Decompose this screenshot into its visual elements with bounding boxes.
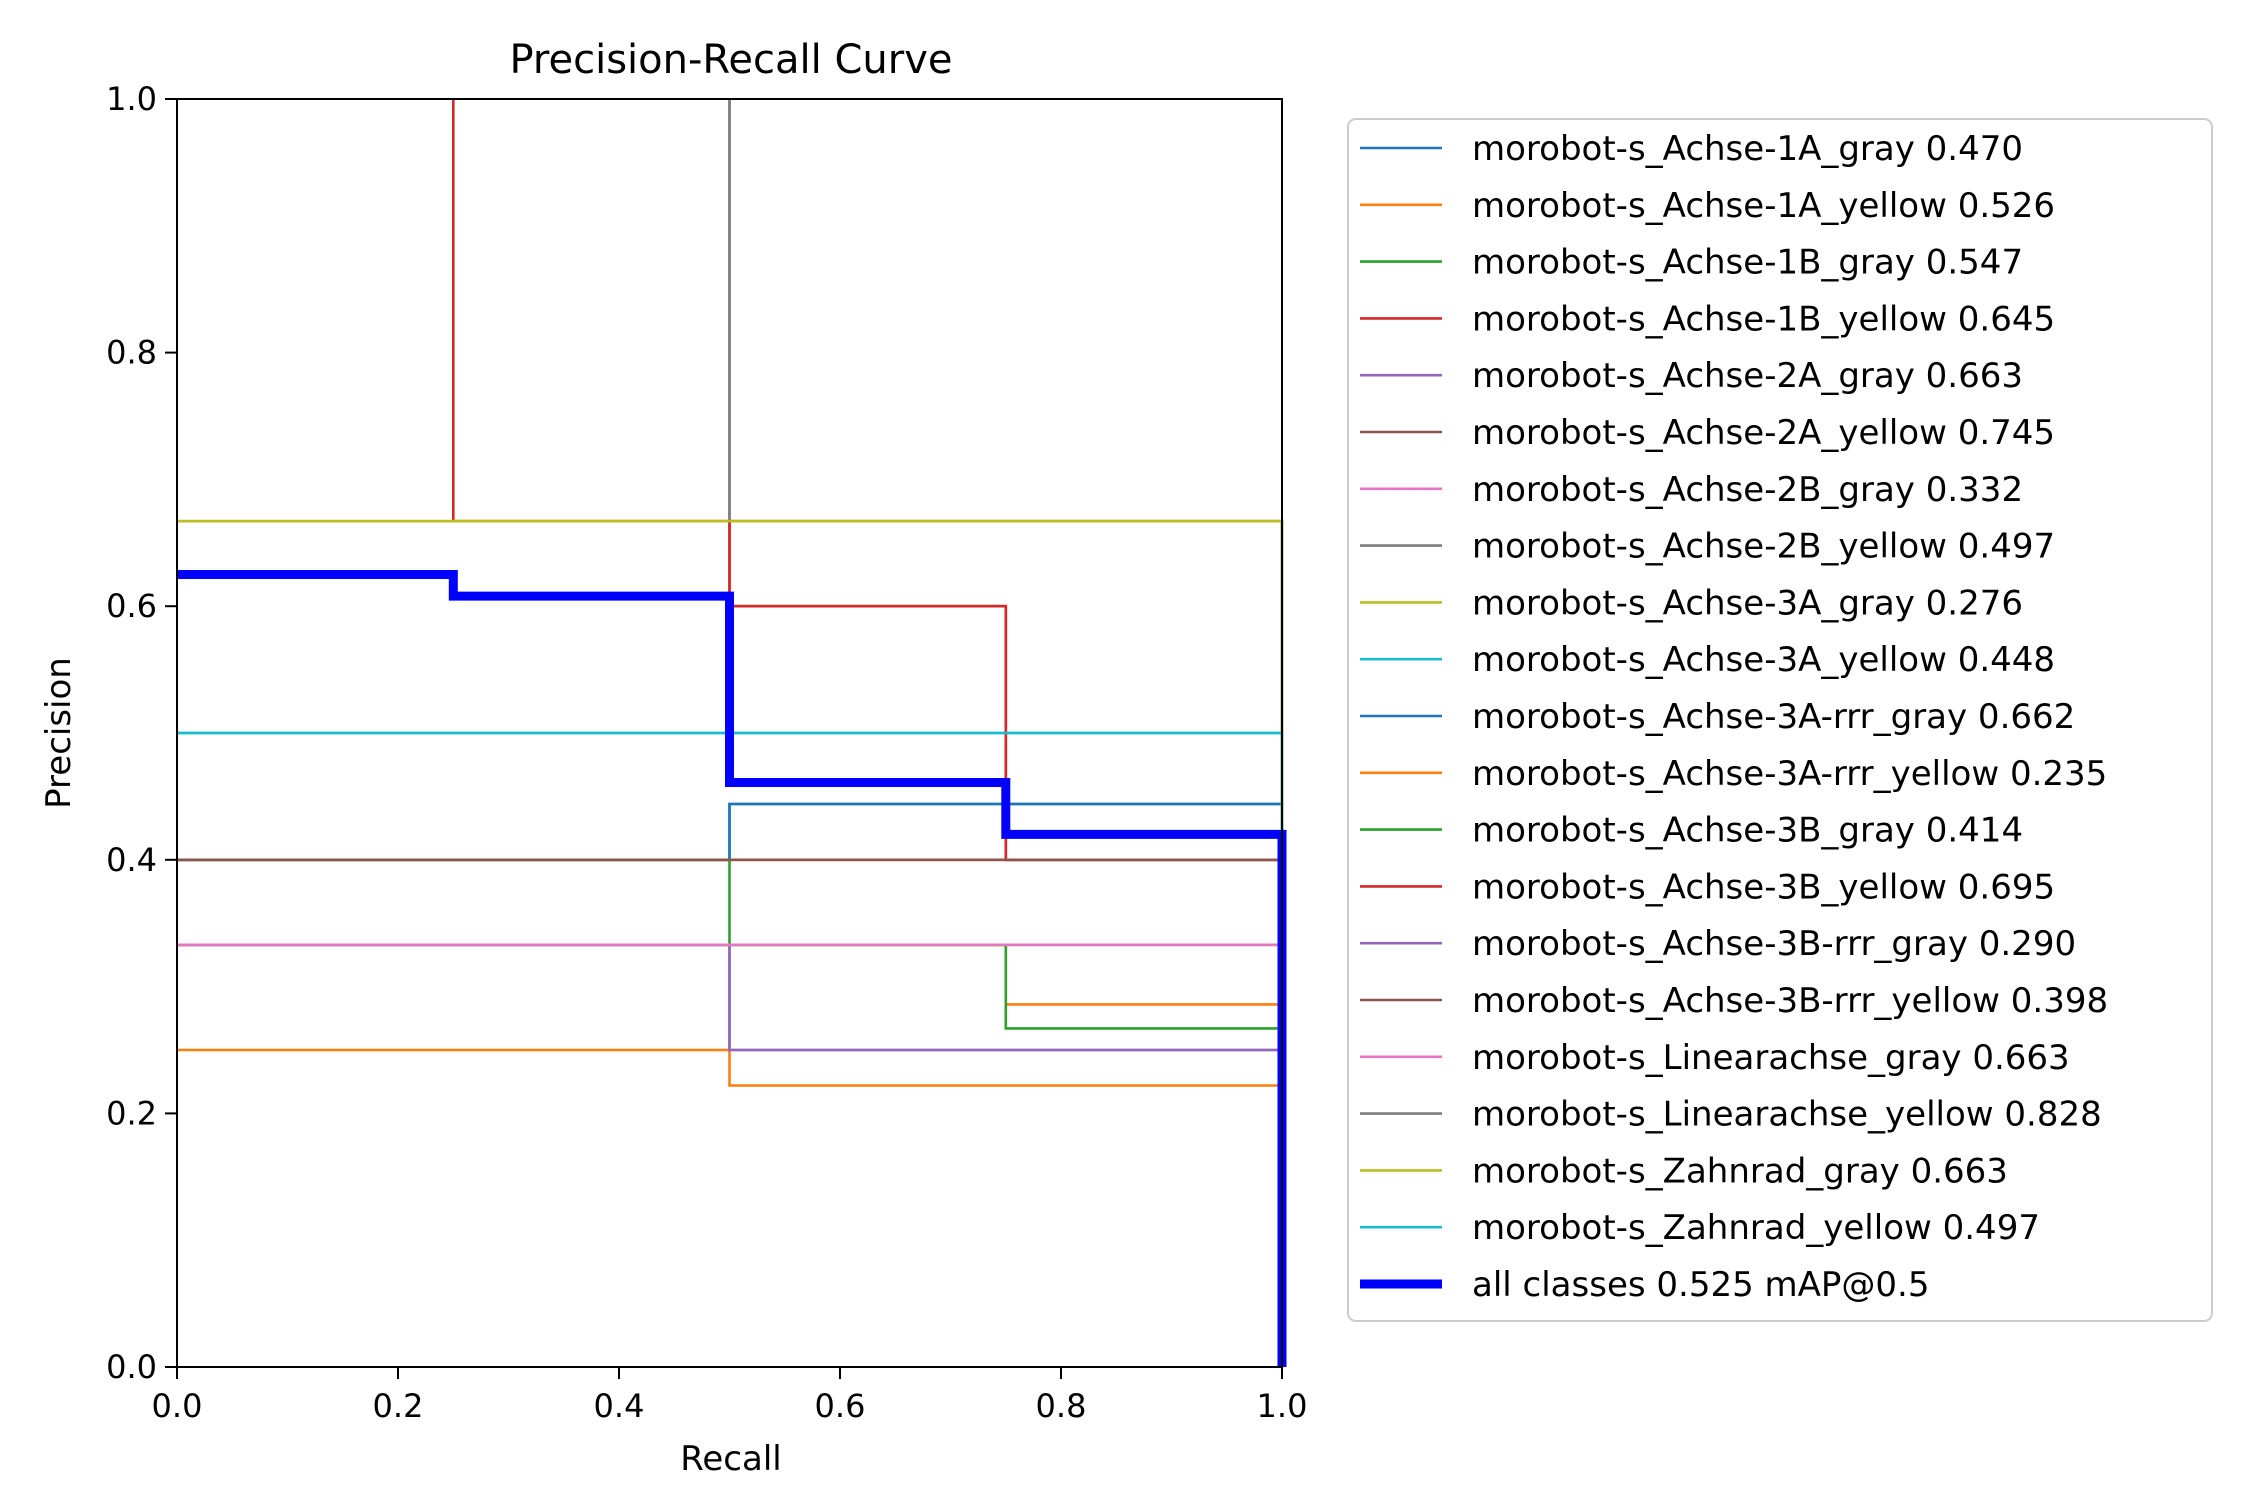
legend-box	[1347, 118, 2213, 1322]
y-tick-label: 0.4	[106, 841, 157, 879]
legend-label-7: morobot-s_Achse-2B_yellow 0.497	[1472, 527, 2055, 567]
legend-label-2: morobot-s_Achse-1B_gray 0.547	[1472, 243, 2023, 283]
legend-label-6: morobot-s_Achse-2B_gray 0.332	[1472, 470, 2023, 510]
plot-frame	[176, 98, 1283, 1368]
legend-label-3: morobot-s_Achse-1B_yellow 0.645	[1472, 299, 2055, 339]
x-tick-label: 0.6	[815, 1387, 866, 1425]
legend-label-12: morobot-s_Achse-3B_gray 0.414	[1472, 811, 2023, 851]
x-tick-label: 0.2	[373, 1387, 424, 1425]
legend: morobot-s_Achse-1A_gray 0.470 morobot-s_A…	[1347, 118, 2213, 1322]
legend-label-13: morobot-s_Achse-3B_yellow 0.695	[1472, 867, 2055, 907]
legend-label-19: morobot-s_Zahnrad_yellow 0.497	[1472, 1208, 2040, 1248]
legend-label-14: morobot-s_Achse-3B-rrr_gray 0.290	[1472, 924, 2076, 964]
y-tick-label: 0.6	[106, 587, 157, 625]
legend-label-20: all classes 0.525 mAP@0.5	[1472, 1265, 1929, 1305]
x-tick-label: 0.4	[594, 1387, 645, 1425]
y-tick-label: 1.0	[106, 80, 157, 118]
legend-label-9: morobot-s_Achse-3A_yellow 0.448	[1472, 640, 2055, 680]
legend-label-11: morobot-s_Achse-3A-rrr_yellow 0.235	[1472, 754, 2107, 794]
legend-label-8: morobot-s_Achse-3A_gray 0.276	[1472, 583, 2023, 623]
legend-label-16: morobot-s_Linearachse_gray 0.663	[1472, 1038, 2070, 1078]
y-axis-label: Precision	[39, 657, 79, 809]
legend-label-18: morobot-s_Zahnrad_gray 0.663	[1472, 1151, 2008, 1191]
y-tick-label: 0.2	[106, 1094, 157, 1132]
x-tick-label: 0.0	[152, 1387, 203, 1425]
chart-title: Precision-Recall Curve	[510, 37, 953, 83]
legend-label-17: morobot-s_Linearachse_yellow 0.828	[1472, 1095, 2102, 1135]
series-line-20	[177, 570, 1287, 1367]
x-tick-label: 1.0	[1257, 1387, 1308, 1425]
legend-label-4: morobot-s_Achse-2A_gray 0.663	[1472, 356, 2023, 396]
y-tick-label: 0.8	[106, 334, 157, 372]
x-axis-label: Recall	[680, 1439, 781, 1479]
x-axis: 0.0 0.2 0.4 0.6 0.8 1.0	[152, 1367, 1308, 1425]
legend-label-5: morobot-s_Achse-2A_yellow 0.745	[1472, 413, 2055, 453]
y-axis: 0.0 0.2 0.4 0.6 0.8 1.0	[106, 80, 177, 1386]
legend-label-10: morobot-s_Achse-3A-rrr_gray 0.662	[1472, 697, 2075, 737]
y-tick-label: 0.0	[106, 1348, 157, 1386]
x-tick-label: 0.8	[1036, 1387, 1087, 1425]
legend-label-1: morobot-s_Achse-1A_yellow 0.526	[1472, 186, 2055, 226]
legend-label-15: morobot-s_Achse-3B-rrr_yellow 0.398	[1472, 981, 2108, 1021]
legend-label-0: morobot-s_Achse-1A_gray 0.470	[1472, 129, 2023, 169]
